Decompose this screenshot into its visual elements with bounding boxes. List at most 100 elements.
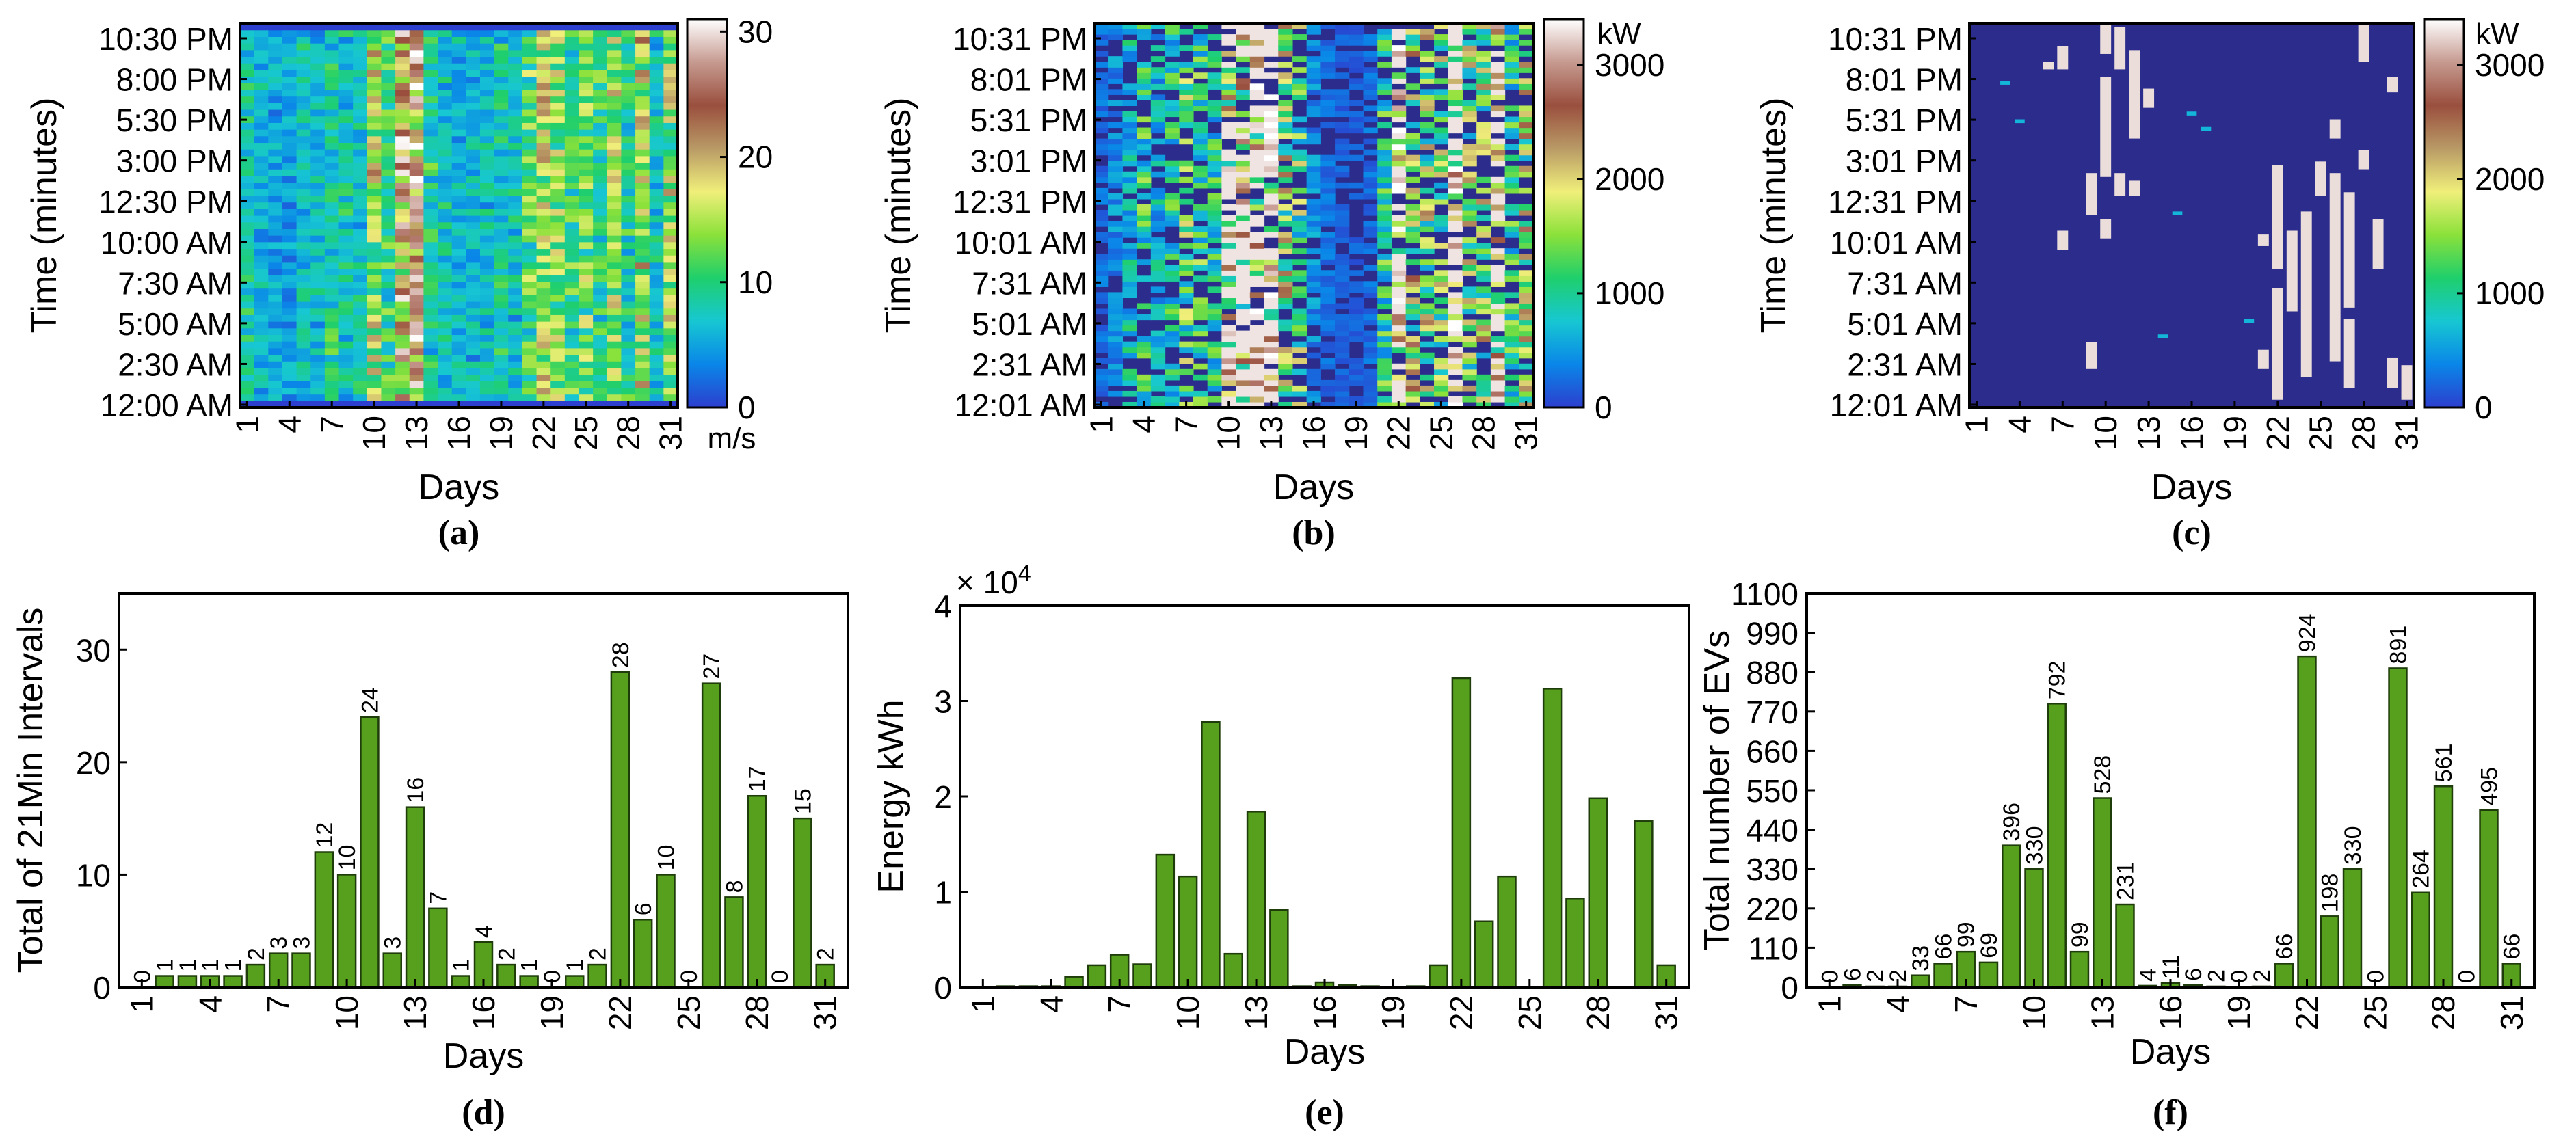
heatmap-b-cell	[1122, 198, 1137, 205]
heatmap-b-x-tick-label: 10	[1211, 416, 1247, 451]
heatmap-a-cell	[353, 321, 368, 329]
heatmap-b-cell	[1363, 138, 1378, 145]
heatmap-b-cell	[1292, 358, 1307, 364]
heatmap-a-cell	[324, 301, 340, 309]
heatmap-a-cell	[296, 36, 311, 44]
heatmap-b-cell	[1434, 34, 1449, 40]
heatmap-a-cell	[479, 155, 495, 163]
heatmap-c-y-tick-label: 5:31 PM	[1846, 103, 1963, 138]
heatmap-a-cell	[451, 301, 466, 309]
heatmap-b-cell	[1448, 51, 1463, 57]
heatmap-a-cell	[254, 142, 269, 150]
heatmap-b-cell	[1363, 308, 1378, 315]
heatmap-b-cell	[1108, 254, 1124, 260]
heatmap-b-cell	[1207, 232, 1222, 238]
bar-chart-f-bar	[2024, 868, 2044, 989]
heatmap-b-cell	[1335, 165, 1350, 172]
heatmap-a-cell	[479, 268, 495, 275]
heatmap-b-cell	[1504, 83, 1519, 90]
heatmap-b-cell	[1405, 363, 1420, 370]
heatmap-a-cell	[522, 288, 537, 295]
heatmap-b-cell	[1405, 286, 1420, 293]
heatmap-b-cell	[1122, 341, 1137, 348]
heatmap-a-cell	[296, 182, 311, 189]
heatmap-b-cell	[1349, 308, 1364, 315]
heatmap-a-cell	[494, 334, 509, 342]
heatmap-b-cell	[1165, 215, 1180, 221]
heatmap-b-cell	[1405, 352, 1420, 359]
heatmap-a-cell	[451, 63, 466, 70]
heatmap-b-cell	[1108, 165, 1124, 172]
heatmap-c-x-tick-label: 1	[1958, 416, 1994, 433]
heatmap-a-cell	[621, 288, 636, 295]
heatmap-a-x-tick-label: 10	[356, 416, 392, 451]
heatmap-b-cell	[1349, 319, 1364, 326]
heatmap-a-cell	[649, 63, 664, 70]
heatmap-b-cell	[1236, 358, 1251, 364]
heatmap-a-cell	[550, 56, 566, 64]
heatmap-b-cell	[1504, 40, 1519, 46]
heatmap-b-cell	[1122, 243, 1137, 249]
heatmap-a-cell	[621, 23, 636, 31]
heatmap-b-cell	[1249, 330, 1265, 337]
heatmap-c-block	[2057, 230, 2069, 250]
heatmap-a-cell	[494, 43, 509, 51]
heatmap-a-cell	[522, 281, 537, 289]
heatmap-b-cell	[1292, 401, 1307, 408]
heatmap-a-cell	[635, 387, 650, 395]
heatmap-a-cell	[395, 394, 410, 401]
heatmap-b-cell	[1391, 72, 1407, 79]
heatmap-a-cell	[522, 387, 537, 395]
heatmap-a-cell	[353, 149, 368, 157]
heatmap-a-cell	[536, 327, 551, 336]
heatmap-b-cell	[1434, 165, 1449, 172]
heatmap-a-cell	[353, 116, 368, 123]
heatmap-a-cell	[438, 314, 453, 322]
heatmap-a-cell	[494, 361, 509, 368]
bar-chart-f-data-label: 4	[2136, 969, 2162, 982]
heatmap-b-cell	[1391, 341, 1407, 348]
heatmap-a-x-tick-label: 25	[568, 416, 604, 451]
heatmap-b-cell	[1179, 62, 1194, 68]
heatmap-b-cell	[1236, 275, 1251, 282]
heatmap-b-x-tick-label: 31	[1509, 416, 1544, 451]
heatmap-b-cell	[1335, 265, 1350, 271]
heatmap-a-cell	[466, 235, 481, 243]
heatmap-b-cell	[1519, 29, 1534, 35]
heatmap-a-cell	[310, 314, 326, 322]
heatmap-b-cell	[1221, 51, 1236, 57]
heatmap-a-cell	[451, 281, 466, 289]
heatmap-a-cell	[649, 189, 664, 196]
bar-chart-f-bar	[1933, 963, 1953, 989]
heatmap-b-cell	[1179, 341, 1194, 348]
heatmap-b-cell	[1278, 83, 1293, 90]
bar-chart-f-data-label: 66	[2499, 934, 2525, 960]
heatmap-b-cell	[1320, 286, 1336, 293]
heatmap-b-cell	[1377, 396, 1392, 403]
heatmap-b-cell	[1278, 154, 1293, 161]
heatmap-a-cell	[607, 96, 622, 103]
heatmap-b-cell	[1448, 303, 1463, 310]
heatmap-a-cell	[381, 162, 396, 170]
heatmap-b-cell	[1193, 215, 1208, 221]
bar-chart-f-data-label: 495	[2477, 767, 2503, 806]
heatmap-b-cell	[1349, 259, 1364, 265]
heatmap-b-cell	[1278, 221, 1293, 227]
heatmap-a-cell	[536, 268, 551, 275]
heatmap-b-cell	[1420, 352, 1435, 359]
heatmap-b-cell	[1420, 204, 1435, 211]
heatmap-a-cell	[593, 241, 608, 250]
heatmap-b-cell	[1122, 308, 1137, 315]
heatmap-b-cell	[1221, 221, 1236, 227]
heatmap-a-cell	[395, 354, 410, 362]
heatmap-a-y-tick-label: 2:30 AM	[118, 347, 233, 382]
bar-chart-e-y-tick-label: 1	[934, 875, 952, 911]
heatmap-a-cell	[367, 83, 382, 90]
heatmap-a-cell	[649, 221, 664, 229]
heatmap-a-cell	[635, 268, 650, 275]
heatmap-b-cell	[1462, 176, 1477, 183]
heatmap-a-cell	[564, 321, 580, 329]
heatmap-b-cell	[1363, 182, 1378, 189]
bar-chart-f-data-label: 6	[1840, 968, 1866, 981]
heatmap-a-cell	[479, 221, 495, 229]
